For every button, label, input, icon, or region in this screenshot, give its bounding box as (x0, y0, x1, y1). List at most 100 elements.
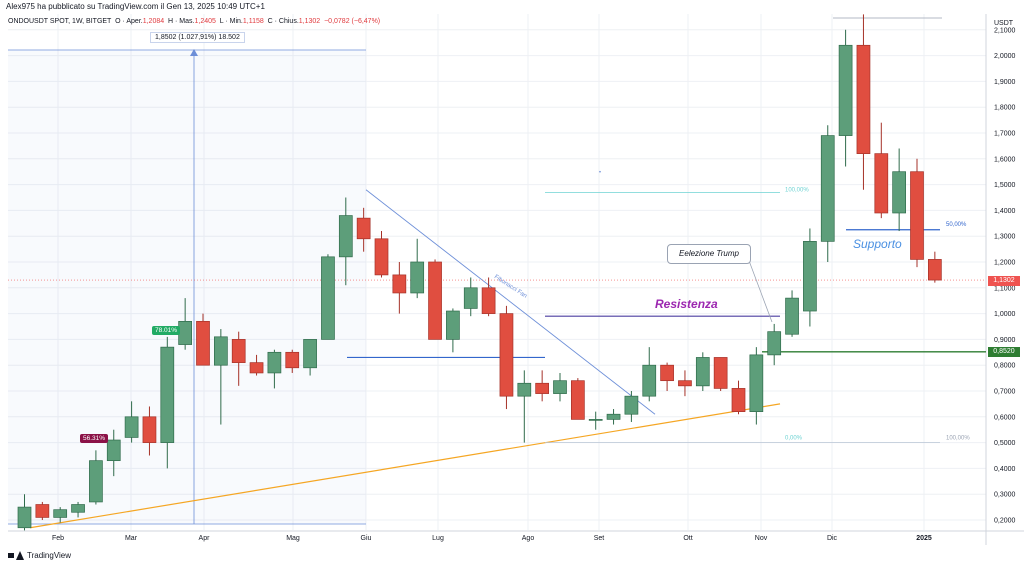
trump-callout[interactable]: Eelezione Trump (667, 244, 751, 264)
time-tick: Lug (432, 535, 444, 542)
callout-pointer (747, 257, 773, 323)
price-tick: 1,9000 (994, 79, 1016, 86)
price-tick: 1,2000 (994, 260, 1016, 267)
change-value: −0,0782 (−6,47%) (324, 18, 381, 25)
price-tick: 0,2000 (994, 518, 1016, 525)
candle-body (231, 339, 246, 363)
candle-body (160, 346, 175, 443)
candle-body (874, 153, 889, 214)
candle-body (481, 287, 496, 314)
candle-body (731, 388, 746, 412)
candle-body (321, 256, 335, 340)
price-tick: 1,6000 (994, 156, 1016, 163)
trend-line (29, 403, 781, 529)
tradingview-logo-icon (8, 551, 24, 560)
candle-body (53, 509, 68, 518)
resistance-label: Resistenza (655, 297, 718, 311)
time-tick: Mar (125, 535, 138, 542)
candle-body (927, 259, 942, 281)
price-tick: 2,0000 (994, 53, 1016, 60)
candle-body (303, 339, 317, 369)
support-label: Supporto (853, 237, 902, 251)
footer-brand[interactable]: TradingView (8, 551, 71, 560)
time-tick: Ott (683, 535, 692, 542)
price-tick: 0,6000 (994, 414, 1016, 421)
price-tick: 1,8000 (994, 105, 1016, 112)
time-axis: Feb Mar Apr Mag Giu Lug Ago Set Ott Nov Dic 2025 (52, 535, 932, 542)
price-tick: 1,3000 (994, 234, 1016, 241)
candle-body (428, 261, 442, 340)
candle-body (392, 274, 407, 294)
time-tick: Ago (522, 535, 535, 542)
high-label: H · Mas. (168, 18, 195, 25)
candle-body (17, 506, 32, 529)
candle-body (588, 419, 603, 421)
current-price-flag: 1,1302 (988, 276, 1020, 286)
price-tick: 1,0000 (994, 311, 1016, 318)
time-tick: Giu (361, 535, 372, 542)
candle-body (499, 313, 514, 397)
plot-area (8, 14, 986, 542)
candle-body (553, 380, 567, 394)
price-tick: 1,5000 (994, 182, 1016, 189)
candle-body (214, 336, 228, 366)
grid-lines (8, 14, 1024, 545)
candle-body (838, 44, 853, 136)
candle-body (517, 382, 532, 397)
time-tick: 2025 (916, 535, 932, 542)
candle-body (624, 395, 639, 415)
percent-tag-maroon: 56.31% (80, 434, 109, 443)
time-tick: Apr (199, 535, 211, 542)
fib-label-100-right: 100,00% (946, 436, 970, 442)
candle-body (642, 364, 657, 397)
measure-arrow-head (190, 49, 198, 56)
price-tick: 0,7000 (994, 389, 1016, 396)
candle-body (910, 171, 924, 260)
measure-box (8, 50, 366, 524)
candle-body (267, 351, 282, 374)
price-axis: 2,1000 2,0000 1,9000 1,8000 1,7000 1,6000 1,50… (994, 27, 1016, 524)
price-tick: 0,8000 (994, 363, 1016, 370)
close-label: C · Chius. (267, 18, 299, 25)
high-value: 1,2405 (194, 18, 216, 25)
candle-body (767, 331, 782, 356)
candle-body (749, 354, 764, 412)
candle-body (249, 362, 264, 374)
fibonacci-fan-line (365, 189, 656, 415)
candle-body (820, 135, 835, 242)
candle-body (446, 310, 460, 340)
percent-tag-green: 78.01% (152, 326, 181, 335)
low-value: 1,1158 (242, 18, 264, 25)
candle-body (803, 241, 817, 312)
price-tick: 0,4000 (994, 466, 1016, 473)
open-label: O · Aper. (115, 18, 143, 25)
candle-body (338, 215, 353, 258)
close-value: 1,1302 (298, 18, 321, 25)
symbol-label[interactable]: ONDOUSDT SPOT, 1W, BITGET (8, 18, 112, 25)
candle-body (71, 504, 85, 513)
brand-name: TradingView (27, 551, 72, 560)
time-tick: Feb (52, 535, 64, 542)
fib-label-50: 50,00% (946, 222, 967, 228)
candle-body (856, 44, 871, 154)
time-tick: Nov (755, 535, 768, 542)
candles (17, 14, 942, 531)
candle-body (535, 382, 550, 394)
currency-label: USDT (994, 20, 1014, 27)
price-tick: 1,7000 (994, 131, 1016, 138)
candle-body (35, 504, 50, 518)
price-tick: 0,5000 (994, 440, 1016, 447)
price-tick: 0,9000 (994, 337, 1016, 344)
candle-body (570, 380, 585, 420)
candle-body (285, 351, 300, 369)
publisher-line: Alex975 ha pubblicato su TradingView.com… (6, 2, 265, 11)
candle-body (606, 413, 621, 420)
candle-body (124, 416, 139, 438)
ohlc-legend: ONDOUSDT SPOT, 1W, BITGET O · Aper.1,208… (8, 18, 380, 25)
time-tick: Set (594, 535, 605, 542)
candle-body (142, 416, 157, 443)
time-tick: Mag (286, 535, 300, 542)
time-tick: Dic (827, 535, 838, 542)
